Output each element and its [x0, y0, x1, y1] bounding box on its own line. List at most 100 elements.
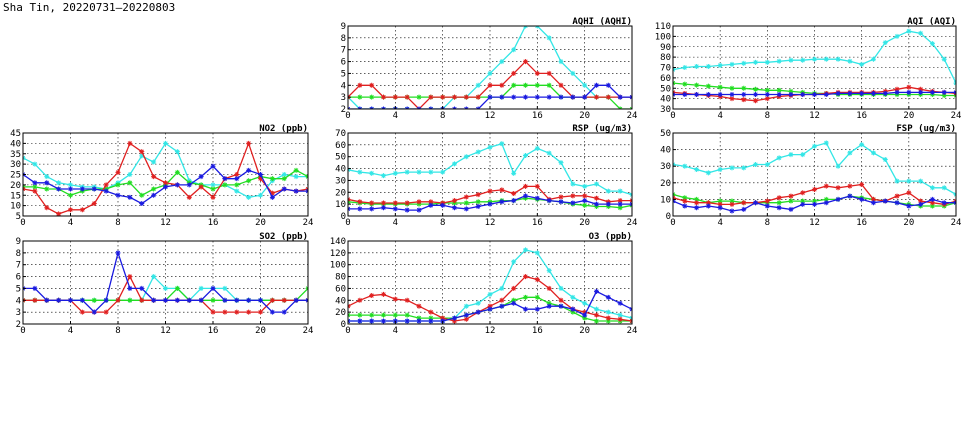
point-marker-cyan	[440, 169, 446, 175]
point-marker-green	[729, 85, 735, 91]
point-marker-blue	[870, 90, 876, 96]
point-marker-cyan	[682, 163, 688, 169]
point-marker-green	[776, 200, 782, 206]
point-marker-red	[894, 86, 900, 92]
point-marker-blue	[776, 91, 782, 97]
point-marker-cyan	[475, 300, 481, 306]
point-marker-red	[163, 180, 168, 186]
point-marker-blue	[174, 182, 180, 188]
point-marker-red	[499, 82, 505, 88]
y-tick-label: 6	[341, 58, 346, 68]
chart-fsp: 0 4 8 12 16 20 24 0 10 20 30 40 50 FSP (ug/m3)	[660, 124, 961, 228]
series-group	[673, 140, 956, 214]
point-marker-cyan	[210, 182, 216, 188]
point-marker-red	[729, 96, 735, 102]
y-tick-label: 40	[660, 146, 671, 156]
point-marker-red	[357, 82, 363, 88]
point-marker-cyan	[835, 56, 841, 62]
point-marker-cyan	[788, 152, 794, 158]
point-marker-red	[487, 303, 493, 309]
point-marker-red	[475, 94, 481, 100]
y-tick-label: 20	[335, 308, 346, 318]
point-marker-cyan	[357, 169, 363, 175]
point-marker-cyan	[381, 173, 386, 179]
point-marker-green	[127, 297, 133, 303]
point-marker-blue	[115, 250, 121, 256]
point-marker-green	[281, 176, 287, 182]
point-marker-cyan	[558, 160, 564, 166]
point-marker-green	[929, 203, 935, 209]
point-marker-blue	[428, 202, 434, 208]
point-marker-red	[79, 309, 85, 315]
y-tick-label: 2	[341, 105, 346, 115]
point-marker-red	[404, 94, 410, 100]
point-marker-blue	[717, 91, 723, 97]
point-marker-red	[906, 84, 912, 90]
point-marker-blue	[859, 196, 865, 202]
point-marker-blue	[381, 205, 386, 211]
point-marker-red	[428, 309, 434, 315]
point-marker-red	[558, 297, 564, 303]
y-tick-label: 60	[660, 74, 671, 84]
point-marker-blue	[163, 297, 168, 303]
y-tick-label: 40	[335, 165, 346, 175]
point-marker-cyan	[499, 285, 505, 291]
point-marker-blue	[605, 201, 611, 207]
point-marker-red	[198, 184, 204, 190]
point-marker-green	[523, 82, 528, 88]
point-marker-green	[753, 86, 759, 92]
point-marker-blue	[812, 91, 817, 97]
point-marker-blue	[416, 207, 422, 213]
point-marker-red	[717, 201, 723, 207]
x-tick-label: 16	[856, 218, 867, 228]
x-tick-label: 0	[670, 218, 675, 228]
point-marker-cyan	[941, 185, 947, 191]
x-tick-label: 16	[532, 111, 543, 121]
point-marker-blue	[705, 91, 711, 97]
point-marker-green	[941, 93, 947, 99]
point-marker-blue	[835, 196, 841, 202]
point-marker-cyan	[127, 172, 133, 177]
point-marker-green	[246, 178, 252, 184]
point-marker-red	[281, 297, 287, 303]
point-marker-cyan	[174, 149, 180, 155]
point-marker-green	[139, 192, 145, 198]
point-marker-cyan	[499, 141, 505, 147]
point-marker-cyan	[594, 181, 599, 187]
point-marker-green	[546, 82, 552, 88]
point-marker-green	[369, 94, 375, 100]
point-marker-cyan	[918, 178, 924, 184]
point-marker-cyan	[534, 250, 540, 256]
point-marker-blue	[812, 201, 817, 207]
point-marker-blue	[357, 206, 363, 212]
point-marker-cyan	[835, 163, 841, 169]
point-marker-blue	[281, 186, 287, 192]
point-marker-green	[416, 94, 422, 100]
point-marker-cyan	[605, 309, 611, 315]
point-marker-red	[558, 194, 564, 200]
point-marker-cyan	[163, 285, 168, 291]
point-marker-blue	[198, 297, 204, 303]
point-marker-red	[392, 296, 398, 302]
point-marker-red	[776, 195, 782, 201]
point-marker-blue	[258, 297, 263, 303]
point-marker-blue	[918, 201, 924, 207]
point-marker-cyan	[511, 259, 517, 265]
point-marker-blue	[475, 309, 481, 315]
point-marker-cyan	[605, 188, 611, 194]
point-marker-green	[357, 94, 363, 100]
point-marker-blue	[882, 90, 888, 96]
point-marker-blue	[570, 200, 576, 206]
point-marker-green	[210, 297, 216, 303]
point-marker-green	[381, 312, 386, 318]
point-marker-cyan	[151, 274, 157, 280]
x-tick-label: 4	[393, 326, 398, 336]
point-marker-blue	[764, 203, 770, 209]
point-marker-red	[534, 277, 540, 283]
point-marker-cyan	[800, 57, 806, 63]
point-marker-blue	[487, 201, 493, 207]
x-tick-label: 8	[440, 111, 445, 121]
point-marker-red	[546, 70, 552, 76]
point-marker-cyan	[198, 285, 204, 291]
